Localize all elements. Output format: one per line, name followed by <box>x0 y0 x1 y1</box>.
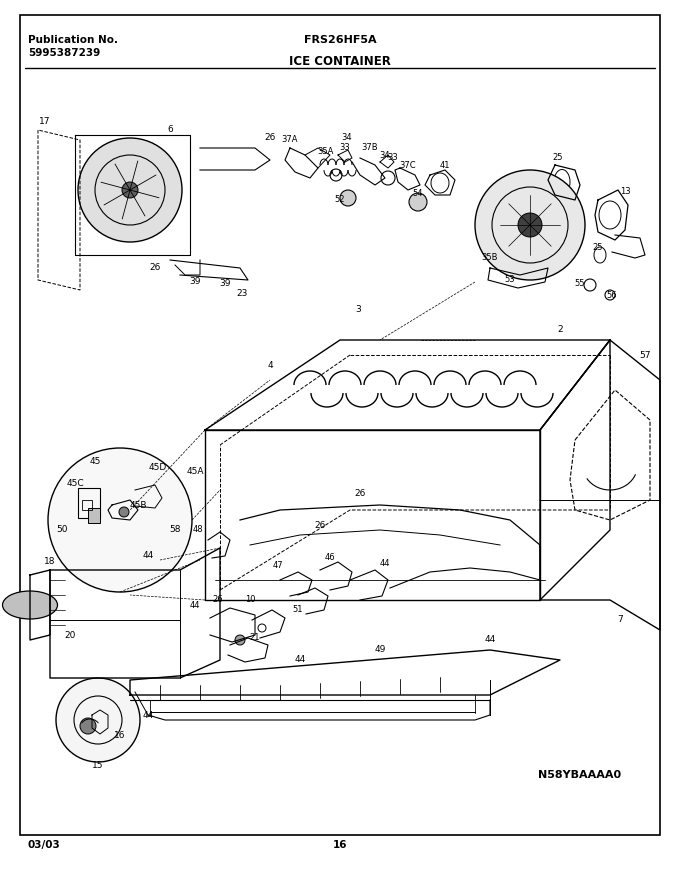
Text: 33: 33 <box>339 144 350 152</box>
Text: 47: 47 <box>273 561 284 570</box>
Text: 44: 44 <box>484 636 496 645</box>
Circle shape <box>235 635 245 645</box>
Text: 21: 21 <box>250 633 260 643</box>
Bar <box>78 488 100 518</box>
Text: 16: 16 <box>114 731 126 739</box>
Text: 45D: 45D <box>149 463 167 472</box>
Circle shape <box>56 678 140 762</box>
Text: 39: 39 <box>219 280 231 288</box>
Bar <box>88 508 100 523</box>
Text: 56: 56 <box>607 291 617 300</box>
Text: 57: 57 <box>639 350 651 360</box>
Text: 37C: 37C <box>400 160 416 170</box>
Text: 6: 6 <box>167 125 173 134</box>
Text: 33: 33 <box>388 153 398 163</box>
Circle shape <box>78 138 182 242</box>
Text: 54: 54 <box>413 188 423 198</box>
Text: 48: 48 <box>192 525 203 535</box>
Bar <box>82 500 92 510</box>
Text: 2: 2 <box>557 326 563 334</box>
Text: ICE CONTAINER: ICE CONTAINER <box>289 55 391 68</box>
Text: 45: 45 <box>89 457 101 467</box>
Text: 35B: 35B <box>481 253 498 262</box>
Ellipse shape <box>3 591 58 619</box>
Text: 10: 10 <box>245 596 255 604</box>
Text: 26: 26 <box>265 133 275 143</box>
Circle shape <box>48 448 192 592</box>
Text: 49: 49 <box>374 645 386 654</box>
Text: 17: 17 <box>39 118 51 126</box>
Text: 7: 7 <box>617 616 623 625</box>
Circle shape <box>340 190 356 206</box>
Text: 44: 44 <box>379 559 390 569</box>
Text: 45B: 45B <box>129 501 147 510</box>
Text: 52: 52 <box>335 195 345 205</box>
Text: 16: 16 <box>333 840 347 850</box>
Text: 50: 50 <box>56 525 68 535</box>
Text: 44: 44 <box>294 656 305 665</box>
Text: 53: 53 <box>505 275 515 285</box>
Text: 44: 44 <box>142 711 154 719</box>
Text: 26: 26 <box>314 521 326 530</box>
Text: 03/03: 03/03 <box>28 840 61 850</box>
Circle shape <box>122 182 138 198</box>
Text: 44: 44 <box>190 600 200 610</box>
Text: 20: 20 <box>65 631 75 639</box>
Text: 23: 23 <box>237 288 248 298</box>
Text: Publication No.: Publication No. <box>28 35 118 45</box>
Text: 3: 3 <box>355 306 361 314</box>
Text: 4: 4 <box>267 361 273 369</box>
Text: 58: 58 <box>169 525 181 535</box>
Text: 15: 15 <box>92 760 104 769</box>
Text: 26: 26 <box>354 489 366 497</box>
Text: 34: 34 <box>379 151 390 159</box>
Circle shape <box>518 213 542 237</box>
Circle shape <box>119 507 129 517</box>
Text: 25: 25 <box>553 153 563 163</box>
Text: 5995387239: 5995387239 <box>28 48 100 58</box>
Text: 39: 39 <box>189 278 201 287</box>
Text: 34: 34 <box>341 133 352 143</box>
Text: 46: 46 <box>324 553 335 563</box>
Circle shape <box>80 718 96 734</box>
Text: 44: 44 <box>142 550 154 559</box>
Text: N58YBAAAA0: N58YBAAAA0 <box>539 770 622 780</box>
Text: 35A: 35A <box>317 147 333 157</box>
Text: 13: 13 <box>619 187 630 197</box>
Text: 26: 26 <box>150 264 160 273</box>
Text: 55: 55 <box>575 280 585 288</box>
Circle shape <box>409 193 427 211</box>
Text: 26: 26 <box>213 596 223 604</box>
Text: 45A: 45A <box>186 468 204 476</box>
Text: FRS26HF5A: FRS26HF5A <box>304 35 376 45</box>
Text: 45C: 45C <box>66 480 84 489</box>
Text: 41: 41 <box>440 161 450 171</box>
Circle shape <box>475 170 585 280</box>
Text: 37A: 37A <box>282 136 299 145</box>
Text: 25: 25 <box>593 244 603 253</box>
Text: 51: 51 <box>293 605 303 615</box>
Text: 37B: 37B <box>362 144 378 152</box>
Text: 18: 18 <box>44 557 56 566</box>
